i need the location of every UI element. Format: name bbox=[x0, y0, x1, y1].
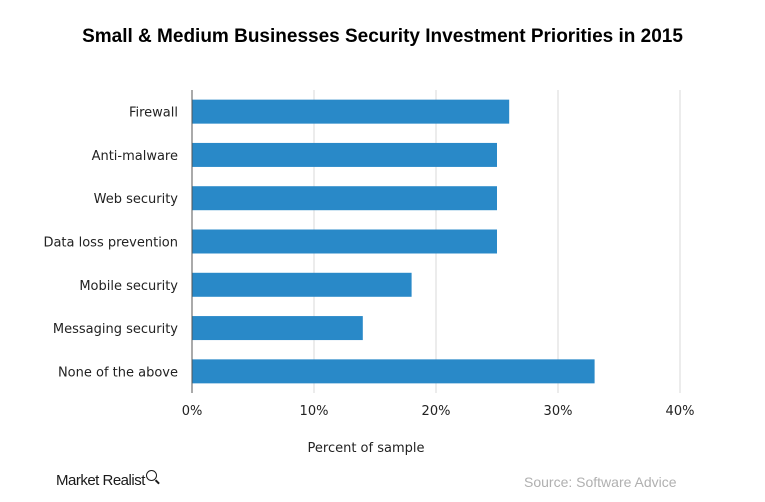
bar bbox=[192, 272, 412, 297]
chart-title: Small & Medium Businesses Security Inves… bbox=[82, 26, 683, 47]
source-note: Source: Software Advice bbox=[524, 474, 677, 490]
bars bbox=[191, 90, 595, 393]
category-label: Anti-malware bbox=[92, 149, 178, 164]
magnifier-icon bbox=[145, 470, 157, 481]
category-label: Data loss prevention bbox=[43, 236, 178, 251]
x-tick-label: 30% bbox=[544, 404, 573, 419]
x-tick-label: 40% bbox=[666, 404, 695, 419]
bar bbox=[192, 142, 497, 167]
bar bbox=[192, 359, 595, 384]
market-realist-logo: Market Realist bbox=[56, 470, 157, 489]
x-tick-label: 20% bbox=[422, 404, 451, 419]
bar bbox=[192, 229, 497, 254]
x-axis-label: Percent of sample bbox=[307, 441, 425, 456]
bar bbox=[192, 99, 510, 124]
category-label: Messaging security bbox=[53, 322, 178, 337]
x-tick-labels: 0% 10% 20% 30% 40% bbox=[182, 404, 695, 419]
x-tick-label: 10% bbox=[300, 404, 329, 419]
x-tick-label: 0% bbox=[182, 404, 203, 419]
bar bbox=[192, 186, 497, 211]
logo-text: Market Realist bbox=[56, 472, 145, 489]
bar bbox=[192, 316, 363, 341]
category-label: None of the above bbox=[58, 365, 178, 380]
category-labels: Firewall Anti-malware Web security Data los… bbox=[43, 106, 178, 381]
category-label: Mobile security bbox=[79, 279, 178, 294]
category-label: Web security bbox=[94, 192, 179, 207]
category-label: Firewall bbox=[129, 106, 178, 121]
